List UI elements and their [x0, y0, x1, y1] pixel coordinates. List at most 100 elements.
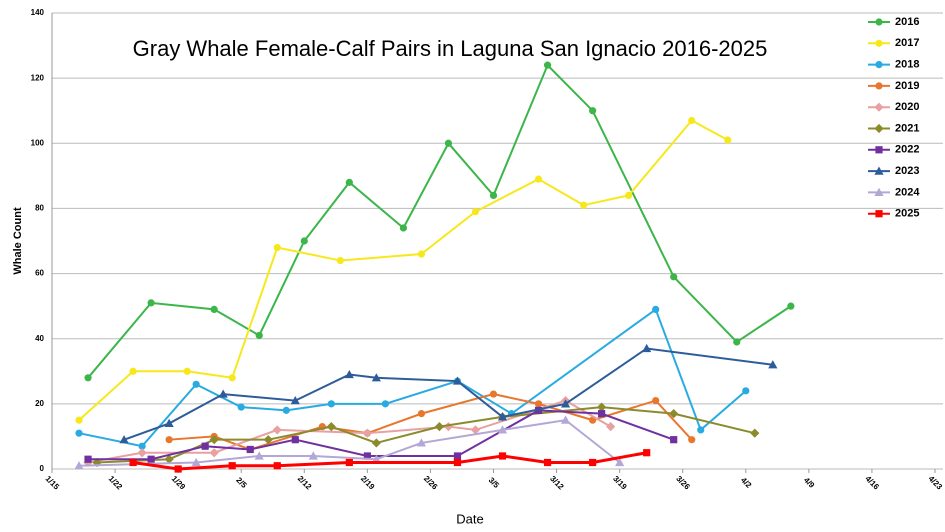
point — [209, 448, 219, 458]
x-tick-label: 2/5 — [234, 476, 249, 491]
point — [497, 412, 508, 421]
y-tick-label: 120 — [31, 73, 45, 82]
point — [750, 428, 760, 438]
legend-label: 2021 — [895, 122, 919, 134]
legend-marker — [875, 146, 883, 154]
point — [291, 436, 299, 444]
point — [174, 465, 182, 473]
y-tick-label: 40 — [35, 334, 44, 343]
point — [452, 376, 463, 385]
y-tick-label: 0 — [40, 464, 45, 473]
point — [164, 454, 174, 464]
point — [273, 462, 281, 470]
point — [742, 387, 750, 395]
point — [416, 438, 427, 447]
point — [399, 224, 407, 232]
point — [417, 250, 426, 258]
point — [381, 400, 389, 408]
point — [589, 458, 597, 467]
chart-title: Gray Whale Female-Calf Pairs in Laguna S… — [133, 36, 768, 61]
legend-marker — [874, 187, 884, 196]
x-tick-label: 4/2 — [739, 476, 754, 491]
x-tick-label: 4/23 — [927, 474, 945, 492]
point — [84, 455, 92, 463]
series-line — [78, 119, 729, 421]
legend-label: 2018 — [895, 59, 919, 71]
point — [534, 400, 543, 408]
x-tick-label: 3/26 — [674, 474, 692, 492]
point — [652, 305, 660, 313]
point — [218, 389, 228, 398]
point — [201, 442, 209, 450]
y-tick-label: 80 — [35, 204, 44, 213]
point — [300, 237, 308, 245]
point — [75, 416, 83, 424]
point — [688, 116, 696, 125]
point — [444, 139, 453, 147]
x-tick-label: 1/15 — [44, 474, 62, 492]
point — [263, 435, 273, 445]
point — [165, 436, 173, 444]
point — [129, 367, 137, 375]
point — [470, 425, 481, 435]
x-tick-label: 3/5 — [487, 476, 502, 491]
series-line — [78, 307, 747, 448]
point — [272, 425, 282, 435]
series-line — [132, 451, 647, 471]
point — [228, 374, 236, 382]
point — [228, 462, 236, 470]
point — [254, 451, 264, 460]
x-tick-label: 4/9 — [802, 476, 817, 491]
point — [615, 457, 625, 467]
point — [344, 369, 354, 379]
legend-label: 2022 — [895, 144, 919, 156]
point — [471, 208, 480, 216]
y-tick-label: 60 — [35, 269, 44, 278]
legend-label: 2024 — [895, 186, 920, 198]
point — [75, 429, 83, 437]
point — [210, 305, 218, 313]
x-tick-label: 2/12 — [296, 474, 314, 492]
series-line — [88, 409, 675, 461]
point — [327, 400, 335, 408]
point — [164, 418, 174, 427]
point — [119, 435, 129, 444]
point — [598, 410, 606, 418]
point — [733, 338, 741, 346]
legend-marker — [875, 210, 883, 218]
x-tick-label: 4/16 — [864, 474, 882, 492]
legend-marker — [875, 18, 883, 26]
point — [137, 448, 147, 458]
point — [417, 410, 426, 418]
point — [589, 107, 597, 115]
point — [768, 360, 778, 369]
point — [282, 406, 290, 414]
point — [787, 302, 795, 310]
point — [543, 458, 552, 467]
point — [670, 436, 678, 444]
legend-label: 2017 — [895, 37, 919, 49]
legend-label: 2019 — [895, 80, 919, 92]
point — [84, 374, 92, 382]
point — [724, 136, 732, 144]
point — [534, 175, 543, 183]
series-line — [87, 63, 792, 379]
point — [246, 445, 254, 454]
point — [191, 457, 201, 467]
legend-marker — [874, 102, 884, 112]
point — [371, 454, 381, 463]
legend-label: 2020 — [895, 101, 919, 113]
y-axis-label: Whale Count — [12, 207, 24, 275]
x-tick-label: 3/19 — [611, 474, 629, 492]
legend-marker — [874, 123, 884, 134]
point — [147, 299, 155, 307]
point — [697, 426, 705, 434]
point — [670, 273, 678, 281]
point — [345, 458, 353, 467]
legend-marker — [874, 166, 884, 175]
point — [183, 367, 191, 375]
point — [688, 436, 696, 444]
legend-marker — [875, 61, 883, 69]
point — [362, 428, 372, 438]
legend-marker — [875, 82, 883, 90]
